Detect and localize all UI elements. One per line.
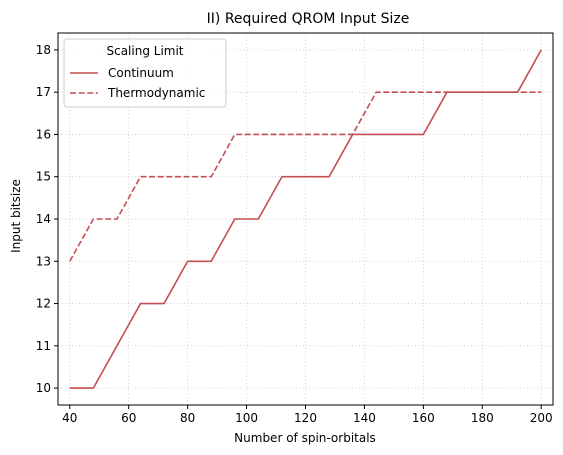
y-tick-label: 18 xyxy=(36,43,51,57)
y-tick-label: 11 xyxy=(36,339,51,353)
legend-title: Scaling Limit xyxy=(106,44,183,58)
y-tick-label: 16 xyxy=(36,127,51,141)
y-tick-label: 17 xyxy=(36,85,51,99)
x-tick-label: 160 xyxy=(412,411,435,425)
legend-entry-label: Thermodynamic xyxy=(107,86,205,100)
series-line-continuum xyxy=(69,49,542,389)
y-tick-label: 13 xyxy=(36,254,51,268)
y-tick-label: 10 xyxy=(36,381,51,395)
y-axis-label: Input bitsize xyxy=(9,179,23,253)
legend-box xyxy=(63,38,227,108)
x-tick-label: 40 xyxy=(62,411,77,425)
y-tick-label: 15 xyxy=(36,170,51,184)
x-tick-label: 60 xyxy=(121,411,136,425)
legend: Scaling Limit Continuum Thermodynamic xyxy=(63,38,227,108)
series-line-thermodynamic xyxy=(69,91,542,262)
series-lines xyxy=(69,49,542,389)
x-tick-label: 140 xyxy=(353,411,376,425)
y-tick-label: 12 xyxy=(36,297,51,311)
x-tick-label: 100 xyxy=(235,411,258,425)
legend-entry-label: Continuum xyxy=(108,66,174,80)
x-tick-label: 120 xyxy=(294,411,317,425)
x-axis-label: Number of spin-orbitals xyxy=(234,431,376,445)
chart-title: II) Required QROM Input Size xyxy=(207,11,410,27)
y-tick-label: 14 xyxy=(36,212,51,226)
x-tick-label: 200 xyxy=(530,411,553,425)
axis-ticks: 40 60 80 100 120 140 160 180 200 10 11 12 13 14 15 16 17… xyxy=(36,43,553,425)
x-tick-label: 80 xyxy=(180,411,195,425)
x-tick-label: 180 xyxy=(471,411,494,425)
